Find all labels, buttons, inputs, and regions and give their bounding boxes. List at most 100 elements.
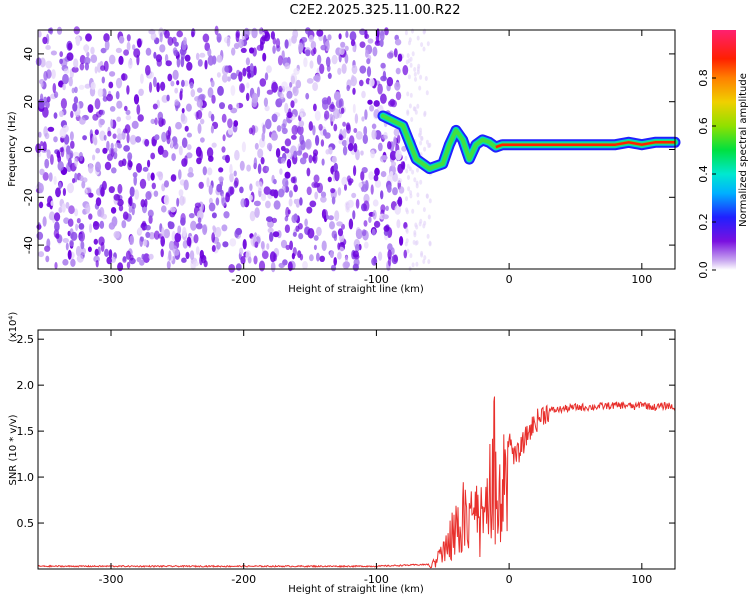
noise-blob — [412, 106, 416, 112]
noise-blob — [249, 47, 255, 54]
noise-blob — [113, 193, 121, 201]
noise-blob — [71, 66, 79, 73]
noise-blob — [363, 200, 370, 212]
noise-blob — [99, 118, 105, 126]
noise-blob — [94, 66, 98, 74]
noise-blob — [177, 225, 182, 234]
noise-blob — [122, 211, 129, 220]
noise-blob — [271, 81, 278, 93]
spectrogram-x-ticks: -300 -200 -100 0 100 — [99, 30, 652, 286]
noise-blob — [52, 83, 57, 94]
noise-blob — [103, 134, 107, 141]
noise-blob — [159, 44, 166, 53]
noise-blob — [62, 259, 69, 266]
noise-blob — [395, 91, 402, 101]
noise-blob — [384, 27, 389, 36]
noise-blob — [275, 38, 281, 49]
colorbar-tick-label: 0.2 — [697, 213, 710, 231]
noise-blob — [176, 30, 183, 38]
noise-blob — [46, 149, 51, 159]
noise-blob — [164, 180, 169, 188]
snr-line — [37, 396, 676, 569]
noise-blob — [191, 31, 195, 38]
noise-blob — [73, 58, 79, 69]
noise-blob — [81, 180, 86, 189]
noise-blob — [204, 59, 208, 70]
noise-blob — [307, 228, 315, 239]
noise-blob — [253, 255, 258, 265]
noise-blob — [137, 38, 142, 48]
noise-blob — [72, 102, 78, 112]
noise-blob — [330, 264, 337, 272]
noise-blob — [235, 263, 242, 271]
noise-blob — [219, 102, 225, 110]
noise-blob — [229, 186, 235, 195]
noise-blob — [373, 220, 381, 228]
noise-blob — [361, 184, 368, 193]
noise-blob — [265, 200, 271, 209]
noise-blob — [75, 223, 79, 231]
noise-blob — [70, 140, 75, 149]
noise-blob — [425, 193, 429, 199]
noise-blob — [101, 88, 107, 98]
noise-blob — [355, 149, 360, 161]
noise-blob — [66, 145, 71, 155]
noise-blob — [150, 152, 156, 160]
noise-blob — [221, 224, 228, 232]
noise-blob — [355, 131, 363, 140]
noise-blob — [173, 49, 179, 57]
noise-blob — [316, 226, 322, 237]
noise-blob — [374, 179, 382, 188]
noise-blob — [189, 250, 195, 260]
noise-blob — [325, 214, 330, 220]
noise-blob — [182, 240, 188, 249]
noise-blob — [95, 197, 102, 207]
noise-blob — [361, 167, 368, 174]
noise-blob — [291, 35, 297, 44]
y-tick-label: 2.0 — [17, 379, 35, 392]
noise-blob — [350, 76, 358, 87]
noise-blob — [284, 62, 291, 70]
noise-blob — [87, 104, 94, 113]
noise-blob — [370, 149, 375, 159]
noise-blob — [348, 180, 352, 186]
noise-blob — [148, 215, 153, 224]
noise-blob — [60, 98, 67, 110]
noise-blob — [152, 103, 158, 110]
noise-blob — [328, 104, 336, 113]
noise-blob — [277, 55, 283, 66]
noise-blob — [100, 65, 106, 71]
noise-blob — [144, 198, 148, 208]
noise-blob — [406, 110, 410, 116]
noise-blob — [349, 31, 357, 42]
noise-blob — [246, 164, 252, 172]
noise-blob — [284, 224, 290, 233]
noise-blob — [238, 38, 244, 49]
noise-blob — [411, 28, 414, 34]
noise-blob — [242, 239, 247, 250]
noise-blob — [427, 214, 431, 220]
noise-blob — [427, 259, 431, 265]
noise-blob — [404, 155, 408, 161]
noise-blob — [36, 231, 44, 240]
noise-blob — [362, 134, 368, 145]
noise-blob — [116, 116, 121, 122]
noise-blob — [416, 167, 419, 173]
noise-blob — [364, 109, 368, 120]
noise-blob — [293, 184, 298, 193]
noise-blob — [286, 90, 293, 99]
noise-blob — [327, 34, 332, 41]
noise-blob — [211, 94, 216, 104]
noise-blob — [422, 29, 426, 35]
noise-blob — [40, 93, 44, 101]
noise-blob — [309, 200, 317, 208]
noise-blob — [90, 54, 98, 63]
noise-blob — [350, 39, 356, 47]
y-tick-label: 0 — [22, 146, 35, 153]
noise-blob — [288, 190, 293, 198]
noise-blob — [338, 135, 344, 141]
noise-blob — [113, 231, 120, 239]
noise-blob — [183, 179, 189, 191]
noise-blob — [342, 128, 347, 139]
noise-blob — [239, 247, 244, 255]
